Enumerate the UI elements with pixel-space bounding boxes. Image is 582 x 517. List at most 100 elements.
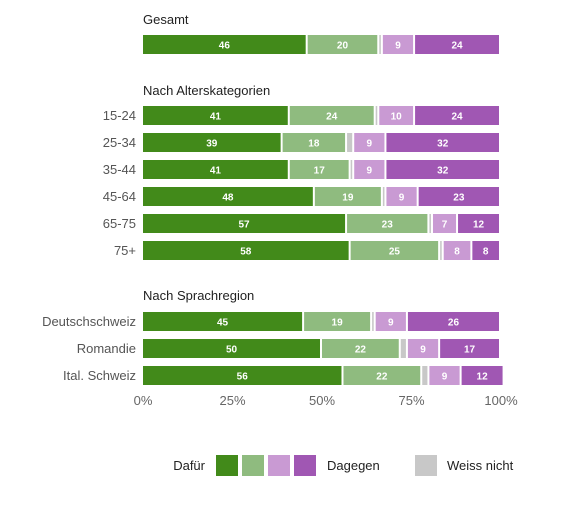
bar-segment-weiss_nicht [422,366,428,385]
bar-segment-eher_dafuer [343,366,421,385]
bar-segment-eher_dagegen [354,133,385,152]
bar-segment-dagegen [458,214,499,233]
bar-segment-dafuer [143,312,303,331]
bar-value-label: 24 [451,41,463,52]
bar-value-label: 41 [210,112,222,123]
bar-value-label: 39 [206,139,218,150]
bar-segment-dafuer [143,339,320,358]
bar-segment-dafuer [143,133,281,152]
bar-segment-weiss_nicht [429,214,431,233]
bar-value-label: 20 [337,41,349,52]
x-tick-label: 75% [398,393,424,408]
bar-segment-eher_dagegen [407,339,439,358]
legend-swatch-eher-dagegen [268,455,290,476]
bar-row: Romandie 50 22 9 17 [77,339,499,358]
bar-segment-eher_dagegen [386,187,417,206]
bar-segment-weiss_nicht [375,106,378,125]
row-label: 75+ [114,243,136,258]
bar-value-label: 9 [367,166,373,177]
bar-value-label: 22 [355,345,367,356]
bar-segment-dafuer [143,187,313,206]
bar-segment-weiss_nicht [400,339,406,358]
group-2: Nach Sprachregion Deutschschweiz 45 19 9 26 Ro… [42,288,503,385]
bar-value-label: 32 [437,139,449,150]
bar-value-label: 9 [399,193,405,204]
group-title: Gesamt [143,12,189,27]
bar-value-label: 45 [217,318,229,329]
bar-value-label: 9 [388,318,394,329]
bar-value-label: 56 [237,372,249,383]
bar-value-label: 9 [442,372,448,383]
bar-row: 15-24 41 24 10 24 [103,106,499,125]
bar-segment-eher_dagegen [432,214,457,233]
bar-segment-weiss_nicht [379,35,381,54]
bar-value-label: 8 [454,247,460,258]
bar-value-label: 57 [238,220,250,231]
bar-segment-eher_dafuer [314,187,381,206]
bar-segment-eher_dafuer [289,106,374,125]
bar-segment-dafuer [143,106,288,125]
legend-swatch-weiss-nicht [415,455,437,476]
bar-value-label: 48 [222,193,234,204]
bar-row: Deutschschweiz 45 19 9 26 [42,312,499,331]
bar-segment-eher_dafuer [304,312,371,331]
bar-row: 75+ 58 25 8 8 [114,241,499,260]
bar-row: 46 20 9 24 [143,35,499,54]
bar-value-label: 8 [483,247,489,258]
bar-value-label: 19 [332,318,344,329]
row-label: 45-64 [103,189,136,204]
bar-segment-dagegen [440,339,499,358]
bar-segment-eher_dafuer [322,339,399,358]
bar-segment-eher_dafuer [350,241,439,260]
x-tick-label: 0% [134,393,153,408]
bar-value-label: 24 [451,112,463,123]
bar-value-label: 12 [477,372,489,383]
bar-segment-dagegen [407,312,499,331]
bar-segment-weiss_nicht [382,187,385,206]
bar-segment-dafuer [143,366,342,385]
row-label: Romandie [77,341,136,356]
chart-groups: Gesamt 46 20 9 24 Nach Alterskategorien 15-24 4… [42,12,503,385]
bar-segment-eher_dagegen [443,241,471,260]
bar-value-label: 23 [453,193,465,204]
bar-segment-eher_dafuer [347,214,428,233]
bar-value-label: 32 [437,166,449,177]
bar-segment-dagegen [461,366,503,385]
bar-value-label: 22 [376,372,388,383]
bar-value-label: 58 [240,247,252,258]
legend-swatch-dafuer [216,455,238,476]
bar-value-label: 25 [389,247,401,258]
bar-segment-eher_dagegen [382,35,414,54]
bar-segment-eher_dagegen [429,366,460,385]
bar-value-label: 7 [442,220,448,231]
row-label: Ital. Schweiz [63,368,136,383]
bar-value-label: 9 [420,345,426,356]
bar-value-label: 9 [395,41,401,52]
bar-value-label: 9 [367,139,373,150]
row-label: 15-24 [103,108,136,123]
bar-segment-eher_dagegen [354,160,385,179]
bar-segment-dafuer [143,241,349,260]
bar-row: 65-75 57 23 7 12 [103,214,499,233]
bar-value-label: 10 [391,112,403,123]
bar-value-label: 12 [473,220,485,231]
bar-segment-weiss_nicht [350,160,353,179]
bar-segment-eher_dafuer [289,160,349,179]
bar-segment-dagegen [415,106,499,125]
bar-value-label: 46 [219,41,231,52]
bar-segment-eher_dafuer [282,133,346,152]
bar-segment-eher_dagegen [375,312,406,331]
bar-segment-weiss_nicht [440,241,442,260]
bar-value-label: 41 [210,166,222,177]
bar-row: 35-44 41 17 9 32 [103,160,499,179]
x-axis: 0% 25% 50% 75% 100% [134,393,518,408]
legend-swatch-eher-dafuer [242,455,264,476]
bar-segment-dagegen [386,133,499,152]
bar-value-label: 23 [382,220,394,231]
bar-segment-dagegen [415,35,499,54]
row-label: 25-34 [103,135,136,150]
bar-segment-eher_dafuer [307,35,378,54]
x-tick-label: 25% [219,393,245,408]
bar-segment-dagegen [472,241,499,260]
